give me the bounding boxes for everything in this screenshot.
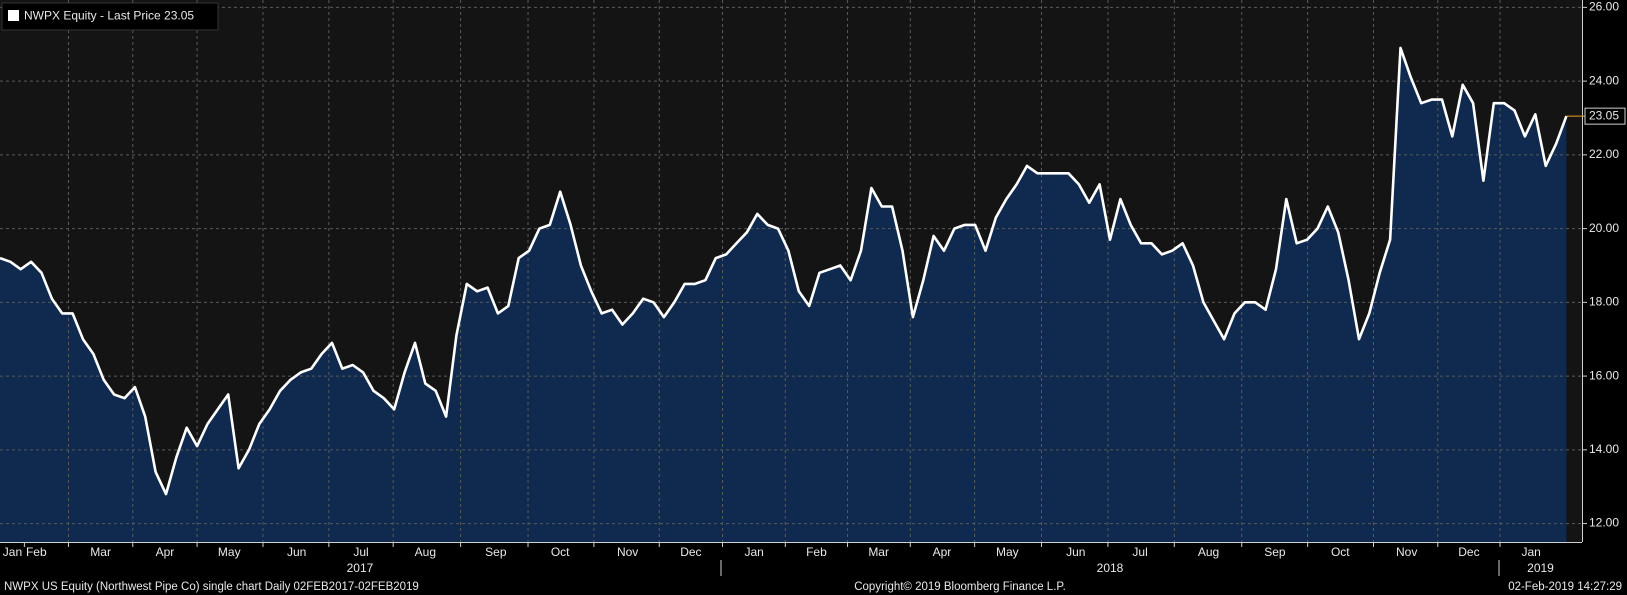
area (0, 47, 1567, 543)
legend-swatch (8, 10, 19, 21)
x-tick-label: Aug (1198, 545, 1219, 559)
x-tick-label: Dec (680, 545, 701, 559)
x-tick-label: Oct (551, 545, 570, 559)
y-tick-label: 16.00 (1589, 368, 1619, 382)
y-tick-label: 22.00 (1589, 147, 1619, 161)
legend-label: NWPX Equity - Last Price 23.05 (24, 9, 194, 23)
x-tick-label: Apr (933, 545, 952, 559)
x-tick-label: Sep (485, 545, 507, 559)
x-tick-label: Jan (1521, 545, 1540, 559)
year-label: 2018 (1097, 561, 1124, 575)
footer-left: NWPX US Equity (Northwest Pipe Co) singl… (4, 581, 419, 593)
x-tick-label: Apr (156, 545, 175, 559)
x-tick-label: Feb (806, 545, 827, 559)
x-tick-label: May (996, 545, 1019, 559)
y-tick-label: 20.00 (1589, 221, 1619, 235)
year-label: 2019 (1527, 561, 1554, 575)
x-tick-label: Oct (1331, 545, 1350, 559)
footer-center: Copyright© 2019 Bloomberg Finance L.P. (854, 581, 1066, 593)
y-tick-label: 14.00 (1589, 442, 1619, 456)
x-tick-label: Jun (287, 545, 306, 559)
x-tick-label: Jul (1132, 545, 1147, 559)
x-tick-label: Jun (1066, 545, 1085, 559)
year-label: 2017 (347, 561, 374, 575)
x-tick-label: Mar (90, 545, 111, 559)
x-tick-label: Dec (1458, 545, 1479, 559)
x-tick-label: May (218, 545, 241, 559)
x-tick-label: Nov (1396, 545, 1417, 559)
x-tick-label: Feb (26, 545, 47, 559)
x-tick-label: Mar (868, 545, 889, 559)
footer-right: 02-Feb-2019 14:27:29 (1508, 581, 1622, 593)
last-price-tag (1584, 107, 1626, 125)
y-tick-label: 26.00 (1589, 0, 1619, 14)
x-tick-label: Jul (353, 545, 368, 559)
y-tick-label: 12.00 (1589, 516, 1619, 530)
y-tick-label: 24.00 (1589, 73, 1619, 87)
legend-box (1, 2, 219, 31)
line (0, 46, 1568, 496)
x-tick-label: Aug (415, 545, 436, 559)
x-tick-label: Nov (617, 545, 638, 559)
last-price-label: 23.05 (1589, 108, 1619, 122)
x-tick-label: Jan (3, 545, 22, 559)
x-tick-label: Jan (744, 545, 763, 559)
y-tick-label: 18.00 (1589, 295, 1619, 309)
grid (0, 0, 1582, 542)
x-tick-label: Sep (1264, 545, 1286, 559)
